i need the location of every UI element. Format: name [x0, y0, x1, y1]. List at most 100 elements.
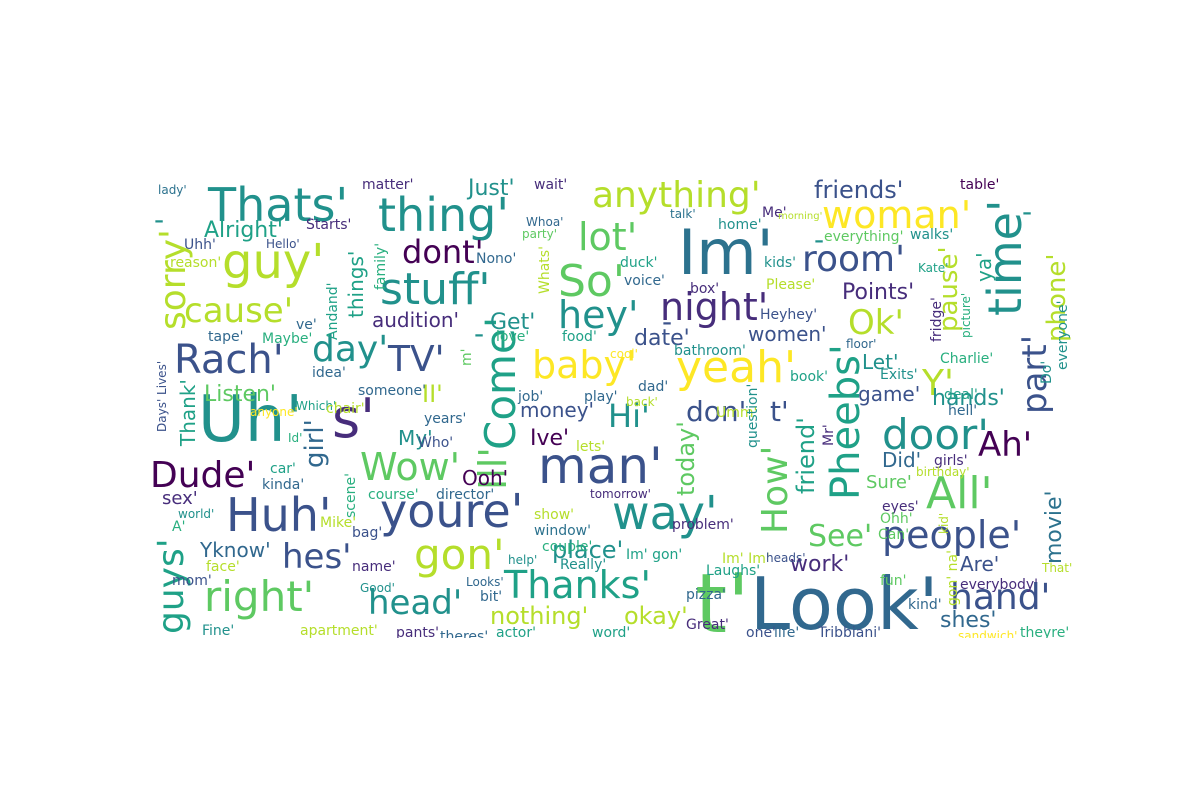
cloud-word: fridge'	[929, 297, 945, 342]
cloud-word: window'	[534, 523, 591, 539]
cloud-word: shes'	[940, 608, 997, 633]
cloud-word: Wow'	[360, 445, 461, 489]
cloud-word: Alright'	[204, 218, 283, 243]
cloud-word: hey'	[558, 293, 639, 337]
cloud-word: Thanks'	[504, 563, 651, 607]
cloud-word: dont'	[402, 233, 484, 271]
cloud-word: Days' Lives'	[155, 360, 169, 432]
cloud-word: kids'	[764, 255, 797, 271]
cloud-word: sex'	[162, 488, 198, 509]
cloud-word: question'	[745, 383, 761, 448]
cloud-word: TV'	[388, 339, 445, 380]
cloud-word: right'	[204, 572, 315, 621]
cloud-word: help'	[508, 553, 538, 567]
cloud-word: Please'	[766, 277, 816, 293]
cloud-word: door'	[882, 410, 989, 459]
cloud-word: idea'	[312, 365, 346, 381]
cloud-word: box'	[690, 281, 720, 297]
cloud-word: A'	[172, 519, 186, 535]
cloud-word: Whoa'	[526, 215, 564, 229]
cloud-word: Dude'	[150, 455, 256, 496]
cloud-word: voice'	[624, 273, 665, 289]
cloud-word: Id'	[288, 431, 303, 445]
cloud-word: kind'	[908, 597, 942, 613]
cloud-word: walks'	[910, 227, 954, 243]
cloud-word: birthday'	[916, 465, 970, 479]
cloud-word: date'	[634, 326, 690, 351]
cloud-word: world'	[178, 507, 215, 521]
cloud-word: party'	[522, 227, 558, 241]
cloud-word: gon' na'	[945, 550, 961, 606]
cloud-word: friend'	[792, 417, 820, 494]
cloud-word: Thank'	[176, 379, 200, 446]
cloud-word: II'	[422, 380, 443, 408]
cloud-word: Listen'	[204, 382, 276, 407]
cloud-word: -	[662, 305, 673, 338]
cloud-word: home'	[718, 217, 762, 233]
cloud-word: Yknow'	[200, 538, 271, 562]
cloud-word: everyone'	[1055, 300, 1071, 370]
cloud-word: Exits'	[880, 367, 918, 383]
cloud-word: hes'	[282, 537, 352, 577]
cloud-word: director'	[436, 487, 495, 503]
cloud-word: talk'	[670, 207, 696, 221]
cloud-word: everybody'	[960, 577, 1039, 593]
cloud-word: man'	[538, 437, 663, 495]
cloud-word: things'	[344, 250, 368, 318]
cloud-word: How'	[755, 445, 796, 534]
cloud-word: hell'	[948, 403, 978, 419]
cloud-word: Im'	[678, 216, 774, 289]
cloud-word: pizza'	[686, 587, 726, 603]
cloud-word: cool'	[610, 347, 638, 361]
cloud-word: Ooh'	[462, 466, 509, 490]
cloud-word: That'	[1042, 561, 1073, 575]
cloud-word: apartment'	[300, 623, 378, 638]
cloud-word: Can'	[878, 527, 910, 543]
cloud-word: Rach'	[174, 337, 284, 383]
cloud-word: tomorrow'	[590, 487, 651, 501]
cloud-word: Uhh'	[184, 237, 216, 253]
cloud-word: back'	[626, 395, 658, 409]
cloud-word: women'	[748, 322, 827, 346]
cloud-word: pants'	[396, 625, 439, 638]
cloud-word: money'	[520, 398, 595, 422]
cloud-word: course'	[368, 487, 419, 503]
cloud-word: Im' Im'	[722, 551, 770, 567]
cloud-word: ve'	[296, 317, 317, 333]
cloud-word: -	[814, 223, 825, 256]
cloud-word: theres'	[440, 629, 489, 638]
cloud-word: chair'	[326, 401, 365, 417]
cloud-word: Maybe'	[262, 331, 313, 347]
cloud-word: kinda'	[262, 477, 305, 493]
cloud-word: lady'	[158, 183, 187, 197]
cloud-word: Kate'	[918, 261, 949, 275]
cloud-word: scene'	[343, 473, 359, 518]
cloud-word: Pheebs'	[823, 344, 869, 500]
cloud-word: Nono'	[476, 251, 517, 267]
cloud-word: today'	[672, 421, 700, 496]
cloud-word: Me'	[762, 205, 787, 221]
cloud-word: Get'	[490, 310, 536, 335]
cloud-word: bag'	[352, 525, 383, 541]
cloud-word: Charlie'	[940, 351, 994, 367]
cloud-word: s'	[332, 387, 375, 450]
cloud-word: work'	[790, 552, 850, 577]
cloud-word: So'	[558, 256, 625, 307]
cloud-word: youre'	[380, 484, 524, 538]
cloud-word: gon'	[414, 530, 505, 579]
cloud-word: -	[154, 203, 165, 236]
cloud-word: reason'	[170, 255, 222, 271]
cloud-word: stuff'	[380, 264, 491, 315]
cloud-word: Fine'	[202, 623, 235, 638]
cloud-word: Are'	[960, 552, 1000, 576]
cloud-word: thing'	[378, 188, 509, 242]
cloud-word: nothing'	[490, 602, 589, 630]
cloud-word: Uh'	[198, 383, 303, 457]
cloud-word: Sure'	[866, 472, 912, 493]
cloud-word: play'	[584, 389, 618, 405]
cloud-word: woman'	[822, 193, 972, 237]
cloud-word: Huh'	[226, 488, 332, 542]
cloud-word: deal'	[944, 387, 978, 403]
cloud-word: friends'	[814, 178, 904, 204]
cloud-word: morning'	[778, 211, 823, 222]
